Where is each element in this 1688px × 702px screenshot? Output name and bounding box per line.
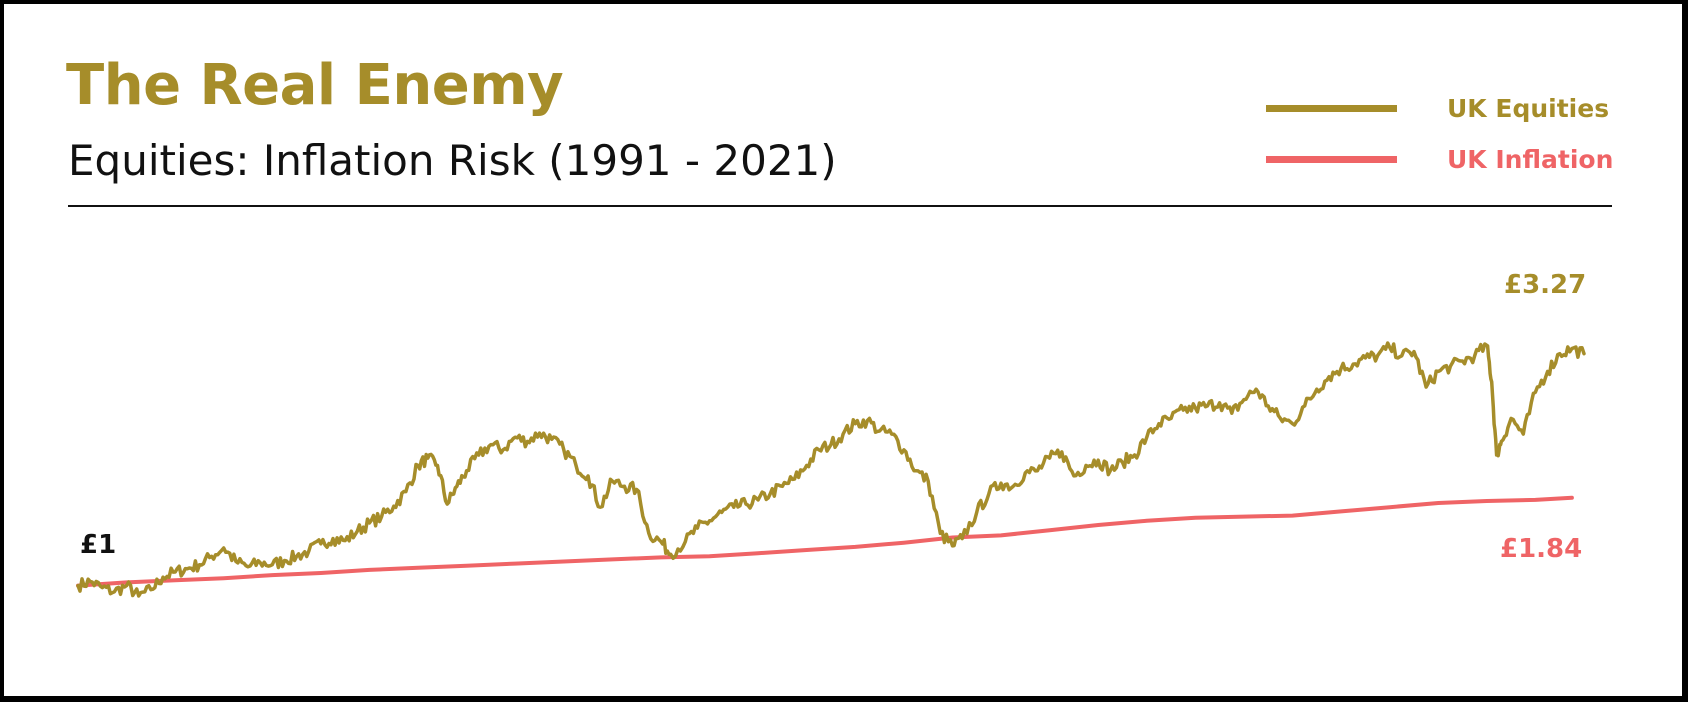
series-line-inflation	[76, 495, 1574, 588]
legend-item-equities: UK Equities	[1266, 93, 1609, 123]
chart-subtitle: Equities: Inflation Risk (1991 - 2021)	[68, 136, 837, 185]
legend-swatch-inflation	[1266, 155, 1397, 163]
legend-swatch-equities	[1266, 104, 1397, 112]
chart-title: The Real Enemy	[66, 53, 564, 118]
header-divider	[68, 205, 1612, 207]
legend-label-equities: UK Equities	[1447, 93, 1610, 123]
start-value-label: £1	[80, 530, 117, 560]
series-line-equities	[76, 341, 1586, 598]
legend-item-inflation: UK Inflation	[1266, 144, 1613, 174]
line-chart	[76, 341, 1586, 598]
legend-label-inflation: UK Inflation	[1447, 144, 1614, 174]
equities-end-value-label: £3.27	[1504, 270, 1587, 300]
inflation-end-value-label: £1.84	[1500, 534, 1583, 564]
chart-card: The Real Enemy Equities: Inflation Risk …	[4, 4, 1682, 696]
